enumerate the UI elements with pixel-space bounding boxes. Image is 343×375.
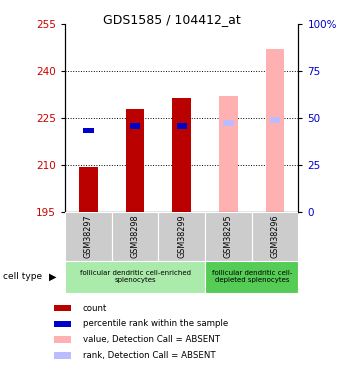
Bar xyxy=(54,305,71,311)
Text: rank, Detection Call = ABSENT: rank, Detection Call = ABSENT xyxy=(83,351,215,360)
Text: GSM38296: GSM38296 xyxy=(271,214,280,258)
Text: follicular dendritic cell-
depleted splenocytes: follicular dendritic cell- depleted sple… xyxy=(212,270,292,283)
Text: GDS1585 / 104412_at: GDS1585 / 104412_at xyxy=(103,13,240,26)
Text: GSM38297: GSM38297 xyxy=(84,214,93,258)
Text: follicular dendritic cell-enriched
splenocytes: follicular dendritic cell-enriched splen… xyxy=(80,270,191,283)
Text: value, Detection Call = ABSENT: value, Detection Call = ABSENT xyxy=(83,335,220,344)
Text: GSM38295: GSM38295 xyxy=(224,214,233,258)
Text: ▶: ▶ xyxy=(49,272,57,282)
Bar xyxy=(65,261,205,292)
Bar xyxy=(205,261,298,292)
Bar xyxy=(252,212,298,261)
Bar xyxy=(83,128,94,134)
Bar xyxy=(65,212,112,261)
Bar xyxy=(54,336,71,343)
Bar xyxy=(270,117,280,123)
Bar xyxy=(266,50,284,212)
Text: count: count xyxy=(83,304,107,313)
Bar xyxy=(223,120,234,126)
Bar xyxy=(205,212,252,261)
Bar xyxy=(54,352,71,358)
Text: GSM38298: GSM38298 xyxy=(131,214,140,258)
Text: GSM38299: GSM38299 xyxy=(177,214,186,258)
Bar xyxy=(126,109,144,212)
Bar xyxy=(173,98,191,212)
Bar xyxy=(177,123,187,129)
Text: cell type: cell type xyxy=(3,272,43,281)
Bar xyxy=(79,166,98,212)
Bar xyxy=(112,212,158,261)
Bar xyxy=(219,96,238,212)
Bar xyxy=(130,123,140,129)
Text: percentile rank within the sample: percentile rank within the sample xyxy=(83,320,228,328)
Bar xyxy=(158,212,205,261)
Bar xyxy=(54,321,71,327)
